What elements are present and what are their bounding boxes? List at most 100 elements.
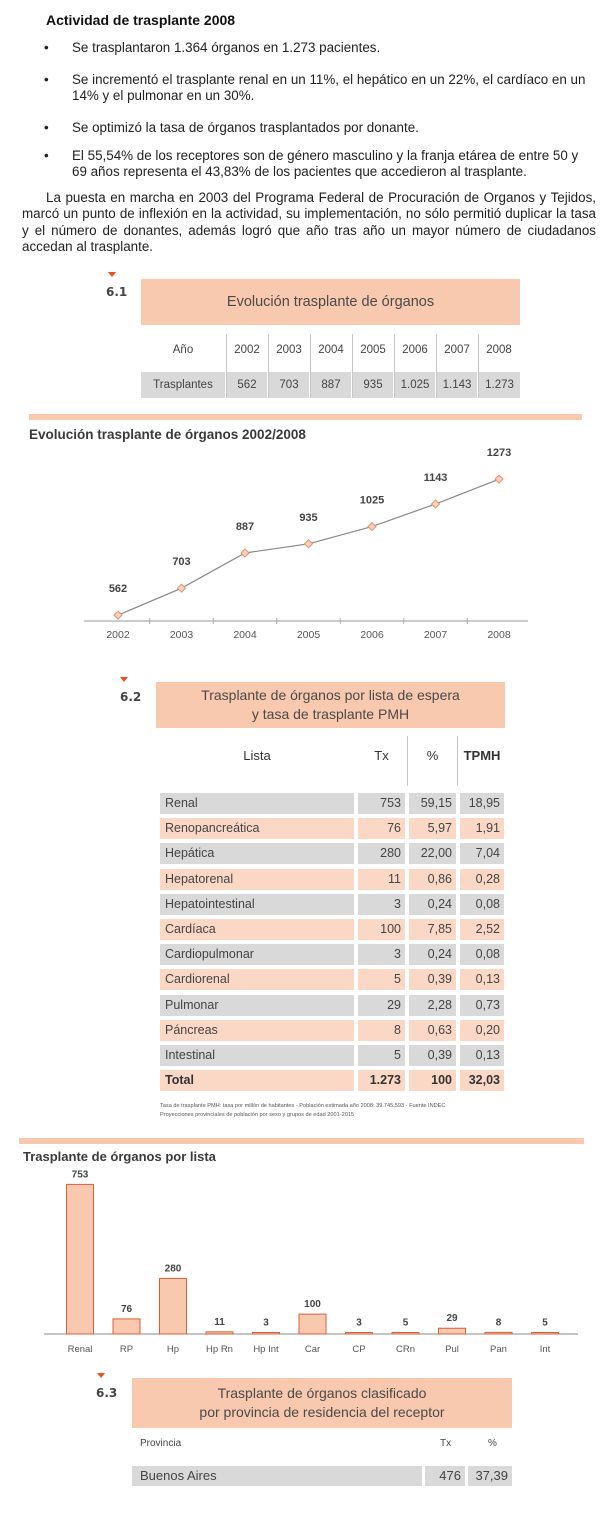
- bar: [438, 1327, 466, 1335]
- divider: [407, 736, 408, 786]
- value-cell: 0,08: [460, 944, 504, 966]
- footnote-line: Tasa de trasplante PMH: tasa por millón …: [160, 1103, 446, 1109]
- section-title: Actividad de trasplante 2008: [46, 12, 236, 28]
- bar: [66, 1183, 94, 1335]
- value-cell: 37,39: [468, 1466, 512, 1486]
- bar: [531, 1332, 559, 1335]
- table-row: Pulmonar 29 2,28 0,73: [160, 994, 504, 1016]
- year-cell: 2006: [402, 344, 428, 356]
- data-point: [367, 521, 377, 532]
- data-label: 8: [496, 1317, 502, 1328]
- row-label: Intestinal: [160, 1045, 354, 1066]
- row-label: Buenos Aires: [132, 1466, 422, 1486]
- value-cell: 0,28: [460, 868, 504, 890]
- chart-title: Evolución trasplante de órganos 2002/200…: [29, 427, 306, 442]
- divider: [436, 334, 437, 398]
- section-marker-icon: [97, 1373, 105, 1378]
- value-cell: 29: [358, 994, 405, 1016]
- data-label: 5: [403, 1318, 409, 1329]
- table-row: Cardiorenal 5 0,39 0,13: [160, 969, 504, 991]
- divider: [478, 334, 479, 398]
- bullet-icon: •: [44, 148, 49, 163]
- divider: [394, 334, 395, 398]
- value-cell: 11: [358, 868, 405, 890]
- data-label: 1273: [487, 447, 511, 459]
- bar: [484, 1331, 513, 1335]
- year-cell: 2004: [318, 344, 344, 356]
- data-label: 76: [121, 1304, 133, 1315]
- table-number: 6.1: [106, 285, 128, 299]
- data-label: 887: [236, 521, 254, 533]
- header-cell: Lista: [243, 748, 271, 763]
- header-cell: Tx: [440, 1438, 452, 1449]
- bullet-icon: •: [44, 120, 49, 135]
- list-item-text: Se optimizó la tasa de órganos trasplant…: [72, 120, 419, 135]
- data-label: 753: [72, 1169, 89, 1180]
- table-row: Cardíaca 100 7,85 2,52: [160, 919, 504, 940]
- value-cell: 0,73: [460, 994, 504, 1016]
- value-cell: 5: [358, 1045, 405, 1066]
- table-total-row: Total 1.273 100 32,03: [160, 1070, 504, 1092]
- data-label: 1143: [424, 472, 448, 484]
- header-cell: %: [488, 1438, 497, 1449]
- header-cell: TPMH: [463, 748, 501, 763]
- table-title-line: y tasa de trasplante PMH: [251, 706, 410, 722]
- value-cell: 703: [269, 372, 309, 398]
- row-label: Páncreas: [160, 1019, 354, 1041]
- header-cell: %: [426, 748, 439, 763]
- x-tick-label: Renal: [68, 1344, 93, 1355]
- list-item-text: Se trasplantaron 1.364 órganos en 1.273 …: [72, 40, 381, 55]
- year-cell: 2002: [234, 344, 260, 356]
- value-cell: 562: [227, 372, 267, 398]
- value-cell: 22,00: [409, 843, 456, 865]
- x-tick-label: 2008: [487, 629, 511, 641]
- x-tick-label: Pul: [445, 1344, 459, 1355]
- x-tick-label: 2002: [106, 629, 130, 641]
- row-label: Cardíaca: [160, 919, 354, 940]
- value-cell: 0,24: [409, 944, 456, 966]
- row-label: Hepatointestinal: [160, 893, 354, 915]
- value-cell: 8: [358, 1019, 405, 1041]
- value-cell: 1.025: [395, 372, 435, 398]
- value-cell: 0,39: [409, 1045, 456, 1066]
- value-cell: 2,52: [460, 919, 504, 940]
- data-label: 5: [542, 1318, 548, 1329]
- divider-band: [19, 1138, 584, 1144]
- x-tick-label: Hp Rn: [206, 1344, 233, 1355]
- section-marker-icon: [120, 677, 128, 682]
- value-cell: 753: [358, 793, 405, 814]
- data-label: 280: [165, 1263, 182, 1274]
- year-cell: 2003: [276, 344, 302, 356]
- bullet-icon: •: [44, 40, 49, 55]
- data-label: 3: [356, 1318, 362, 1329]
- value-cell: 59,15: [409, 793, 456, 814]
- value-cell: 18,95: [460, 793, 504, 814]
- table-row: Hepatorenal 11 0,86 0,28: [160, 868, 504, 890]
- header-cell: Tx: [374, 748, 389, 763]
- value-cell: 0,86: [409, 868, 456, 890]
- table-row: Hepatointestinal 3 0,24 0,08: [160, 893, 504, 915]
- x-tick-label: 2004: [233, 629, 257, 641]
- row-label: Hepática: [160, 843, 354, 865]
- table-title: Trasplante de órganos por lista de esper…: [156, 682, 505, 728]
- value-cell: 280: [358, 843, 405, 865]
- data-label: 29: [446, 1313, 458, 1324]
- year-cell: 2008: [486, 344, 512, 356]
- data-point: [303, 539, 314, 549]
- divider: [310, 334, 311, 398]
- data-point: [494, 474, 504, 484]
- value-cell: 1.273: [358, 1070, 405, 1092]
- table-title: Trasplante de órganos clasificado por pr…: [132, 1378, 512, 1428]
- value-cell: 32,03: [460, 1070, 504, 1092]
- value-cell: 3: [358, 893, 405, 915]
- value-cell: 887: [311, 372, 351, 398]
- value-cell: 0,20: [460, 1019, 504, 1041]
- x-tick-label: 2005: [297, 629, 321, 641]
- divider-band: [29, 414, 582, 420]
- data-label: 935: [299, 512, 317, 524]
- table-title: Evolución trasplante de órganos: [141, 279, 520, 325]
- value-cell: 935: [353, 372, 393, 398]
- value-cell: 1.143: [437, 372, 477, 398]
- divider: [457, 736, 458, 786]
- value-cell: 476: [425, 1466, 465, 1486]
